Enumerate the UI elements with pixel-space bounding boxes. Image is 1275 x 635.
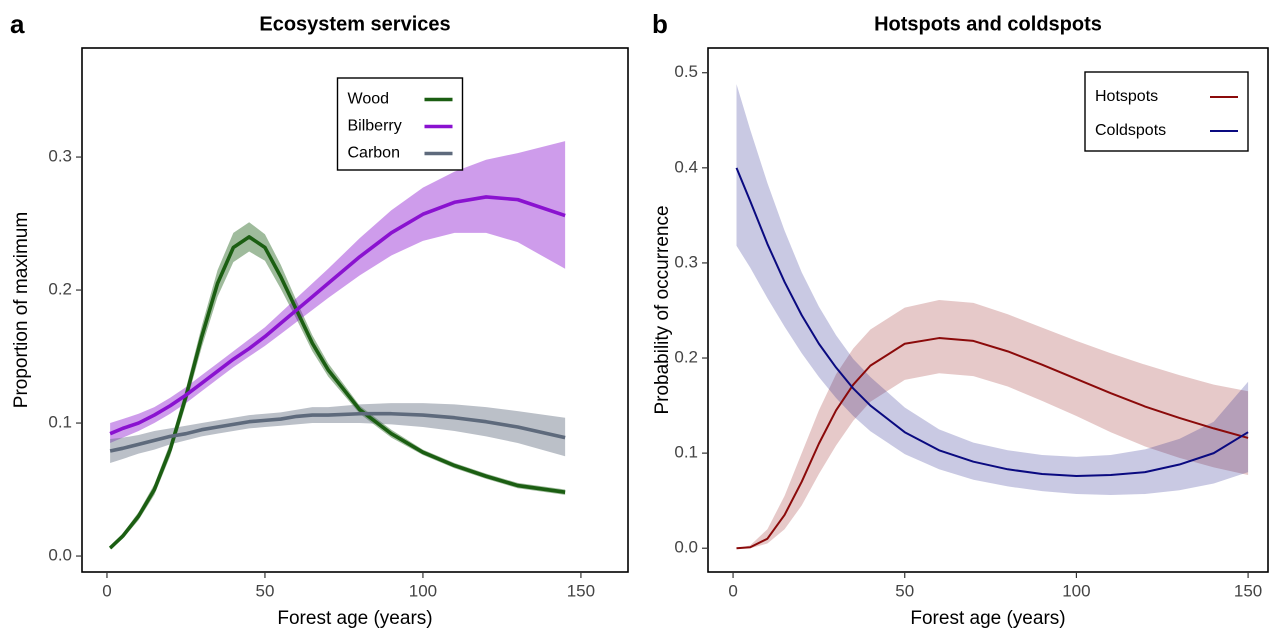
y-tick-label: 0.5 xyxy=(674,62,698,81)
chart-title: Ecosystem services xyxy=(259,13,450,35)
y-tick-label: 0.0 xyxy=(48,546,72,565)
legend-box xyxy=(1084,71,1249,152)
series-line xyxy=(736,337,1249,550)
panel-label: b xyxy=(652,9,668,39)
x-tick-label: 150 xyxy=(1234,581,1262,600)
legend-label: Hotspots xyxy=(1095,88,1158,105)
y-tick-label: 0.1 xyxy=(48,413,72,432)
x-tick-label: 50 xyxy=(895,581,914,600)
x-tick-label: 150 xyxy=(567,581,595,600)
chart-title: Hotspots and coldspots xyxy=(874,13,1102,35)
y-tick-label: 0.3 xyxy=(48,147,72,166)
x-tick-label: 0 xyxy=(102,581,111,600)
x-tick-label: 100 xyxy=(1062,581,1090,600)
confidence-band xyxy=(110,403,566,463)
confidence-band xyxy=(736,84,1249,495)
legend-label: Bilberry xyxy=(348,118,402,135)
series-line xyxy=(109,195,566,436)
y-tick-label: 0.3 xyxy=(674,252,698,271)
y-tick-label: 0.1 xyxy=(674,443,698,462)
y-axis-title: Probability of occurrence xyxy=(652,205,673,414)
y-tick-label: 0.0 xyxy=(674,538,698,557)
series-line xyxy=(735,167,1249,477)
panel-label: a xyxy=(10,9,25,39)
confidence-band xyxy=(110,222,566,550)
y-tick-label: 0.2 xyxy=(48,280,72,299)
series-line xyxy=(108,235,566,550)
x-axis-title: Forest age (years) xyxy=(277,608,432,629)
legend-label: Carbon xyxy=(348,145,400,162)
confidence-band xyxy=(736,300,1249,549)
y-axis-title: Proportion of maximum xyxy=(11,212,32,408)
plot-frame xyxy=(707,47,1269,573)
y-tick-label: 0.2 xyxy=(674,348,698,367)
legend-label: Coldspots xyxy=(1095,122,1166,139)
x-tick-label: 50 xyxy=(255,581,274,600)
legend-label: Wood xyxy=(348,91,390,108)
x-axis-title: Forest age (years) xyxy=(910,608,1065,629)
x-tick-label: 0 xyxy=(728,581,737,600)
plot-frame xyxy=(81,47,629,573)
confidence-band xyxy=(110,141,566,443)
x-tick-label: 100 xyxy=(409,581,437,600)
series-line xyxy=(109,411,566,453)
y-tick-label: 0.4 xyxy=(674,157,698,176)
